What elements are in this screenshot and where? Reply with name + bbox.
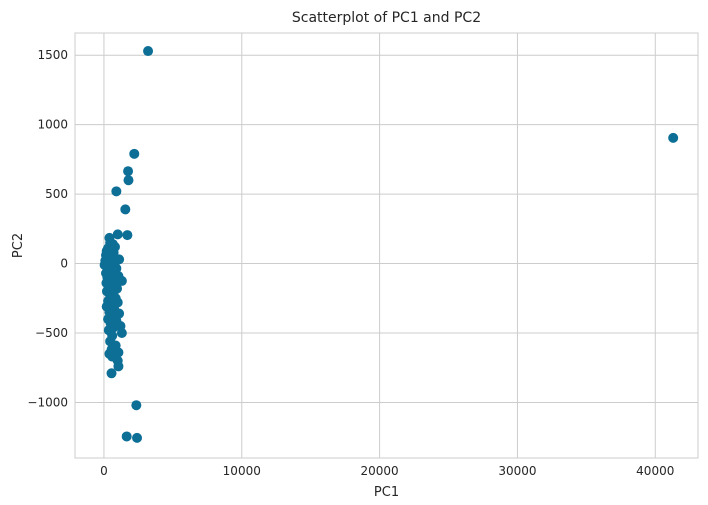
scatter-point (668, 132, 679, 143)
data-points (99, 46, 679, 443)
scatter-point (122, 230, 133, 241)
y-tick-label: 0 (60, 257, 68, 271)
x-tick-label: 0 (100, 464, 108, 478)
x-tick-label: 30000 (498, 464, 536, 478)
chart-title: Scatterplot of PC1 and PC2 (292, 10, 481, 26)
scatter-point (143, 46, 154, 57)
scatter-point (113, 361, 124, 372)
x-tick-label: 10000 (223, 464, 261, 478)
scatter-point (120, 204, 131, 215)
y-tick-label: 1000 (37, 118, 68, 132)
y-tick-label: −1000 (27, 395, 68, 409)
scatter-point (123, 166, 134, 177)
scatter-point (132, 432, 143, 443)
y-tick-label: 500 (45, 187, 68, 201)
x-axis-label: PC1 (374, 485, 399, 500)
scatter-point (112, 229, 123, 240)
scatter-point (123, 175, 134, 186)
scatter-point (129, 148, 140, 159)
x-tick-label: 40000 (636, 464, 674, 478)
x-tick-label: 20000 (361, 464, 399, 478)
scatter-point (121, 431, 132, 442)
plot-frame (74, 32, 699, 459)
scatter-point (116, 328, 127, 338)
scatter-point (111, 186, 122, 197)
scatter-point (116, 275, 127, 286)
y-tick-label: 1500 (37, 48, 68, 62)
tick-labels: 0 10000 20000 30000 40000 −1000 −500 0 500 1000 15… (27, 48, 674, 478)
scatter-point (131, 400, 142, 411)
grid-lines (75, 33, 698, 458)
y-tick-label: −500 (35, 326, 68, 340)
y-axis-label: PC2 (11, 233, 26, 258)
scatter-point (106, 368, 117, 379)
